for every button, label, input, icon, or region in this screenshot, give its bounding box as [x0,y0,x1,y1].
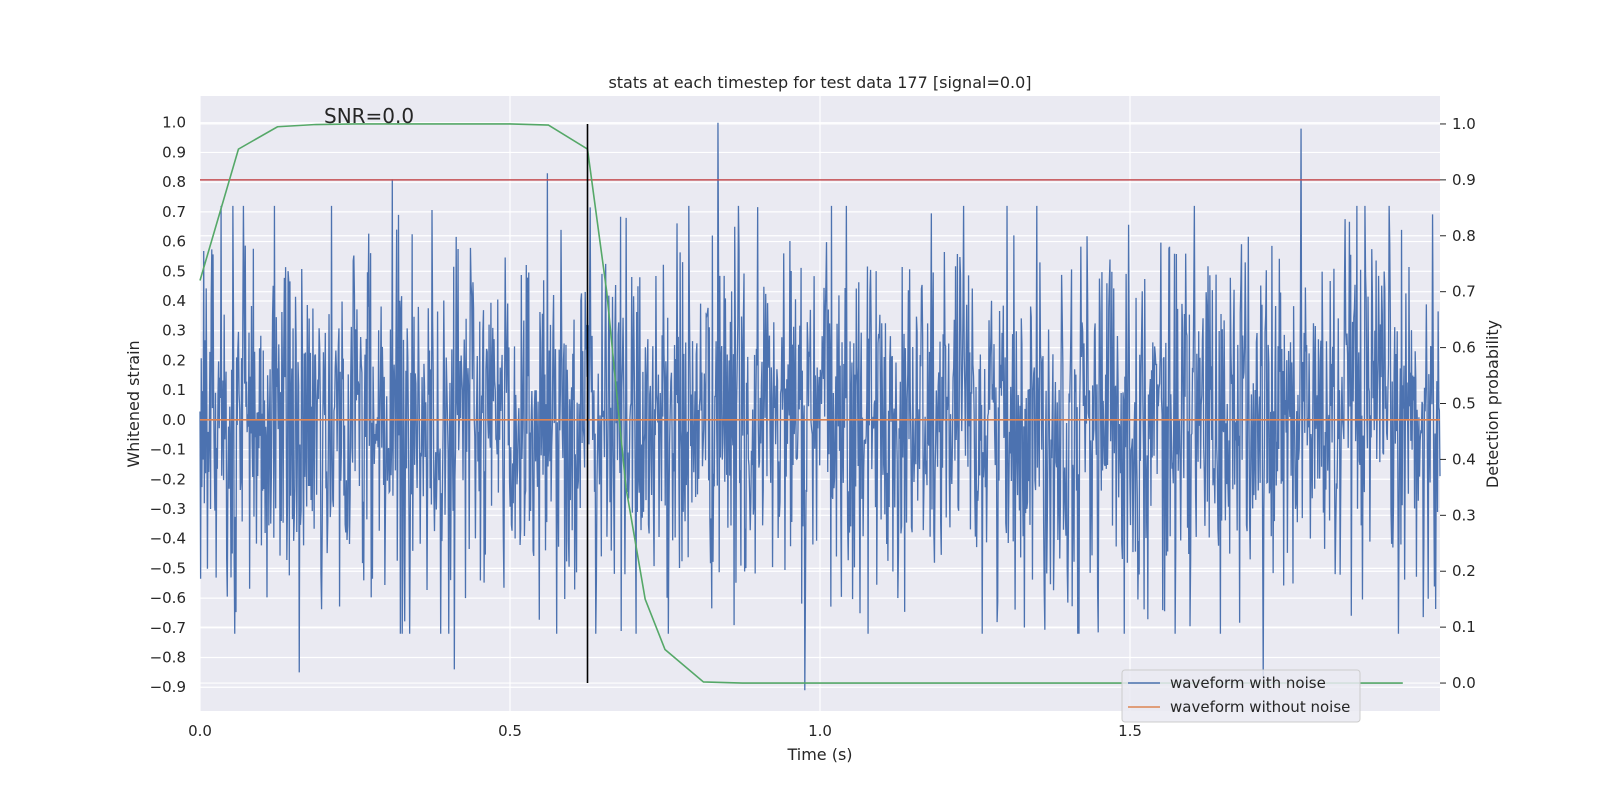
y-axis-label-right: Detection probability [1483,320,1502,488]
legend-label-clean: waveform without noise [1170,698,1350,716]
y-right-tick-label: 0.6 [1452,339,1476,357]
y-tick-label: 1.0 [162,114,186,132]
y-right-tick-label: 0.8 [1452,227,1476,245]
y-right-tick-label: 0.1 [1452,618,1476,636]
y-tick-label: 0.5 [162,262,186,280]
y-right-tick-label: 0.9 [1452,171,1476,189]
y-tick-label: 0.2 [162,351,186,369]
series-detection-probability [199,123,1403,684]
y-tick-label: −0.8 [150,649,186,667]
y-tick-label: −0.4 [150,530,186,548]
y-right-tick-label: 1.0 [1452,115,1476,133]
x-tick-label: 1.0 [808,722,832,740]
y-right-tick-label: 0.3 [1452,506,1476,524]
y-tick-label: 0.8 [162,173,186,191]
x-tick-label: 0.5 [498,722,522,740]
axes-layer: 0.0 0.5 1.0 1.5 1.0 0.9 0.8 0.7 0.6 0.5 0.4 0.3 0.2 0… [150,114,1476,740]
x-tick-label: 1.5 [1118,722,1142,740]
y-tick-label: 0.1 [162,381,186,399]
y-tick-label: −0.7 [150,619,186,637]
legend: waveform with noise waveform without noi… [1121,669,1361,723]
x-axis-label: Time (s) [786,745,852,764]
snr-annotation: SNR=0.0 [324,104,414,128]
y-tick-label: −0.6 [150,589,186,607]
y-tick-label: −0.3 [150,500,186,518]
y-tick-label: 0.3 [162,322,186,340]
chart-title: stats at each timestep for test data 177… [608,73,1031,92]
series-waveform-with-noise [199,122,1441,691]
y-tick-label: −0.5 [150,559,186,577]
y-tick-label: 0.9 [162,143,186,161]
y-tick-label: 0.7 [162,203,186,221]
x-tick-label: 0.0 [188,722,212,740]
y-axis-label-left: Whitened strain [124,340,143,467]
y-tick-label: 0.4 [162,292,186,310]
y-tick-label: −0.1 [150,441,186,459]
y-right-tick-label: 0.0 [1452,674,1476,692]
y-tick-label: 0.6 [162,233,186,251]
y-right-tick-label: 0.2 [1452,562,1476,580]
y-right-tick-label: 0.7 [1452,283,1476,301]
legend-label-noise: waveform with noise [1170,674,1326,692]
y-tick-label: 0.0 [162,411,186,429]
y-right-tick-label: 0.5 [1452,395,1476,413]
series-layer [199,122,1441,691]
y-right-tick-label: 0.4 [1452,450,1476,468]
legend-box [1121,669,1361,723]
y-tick-label: −0.9 [150,678,186,696]
y-tick-label: −0.2 [150,470,186,488]
